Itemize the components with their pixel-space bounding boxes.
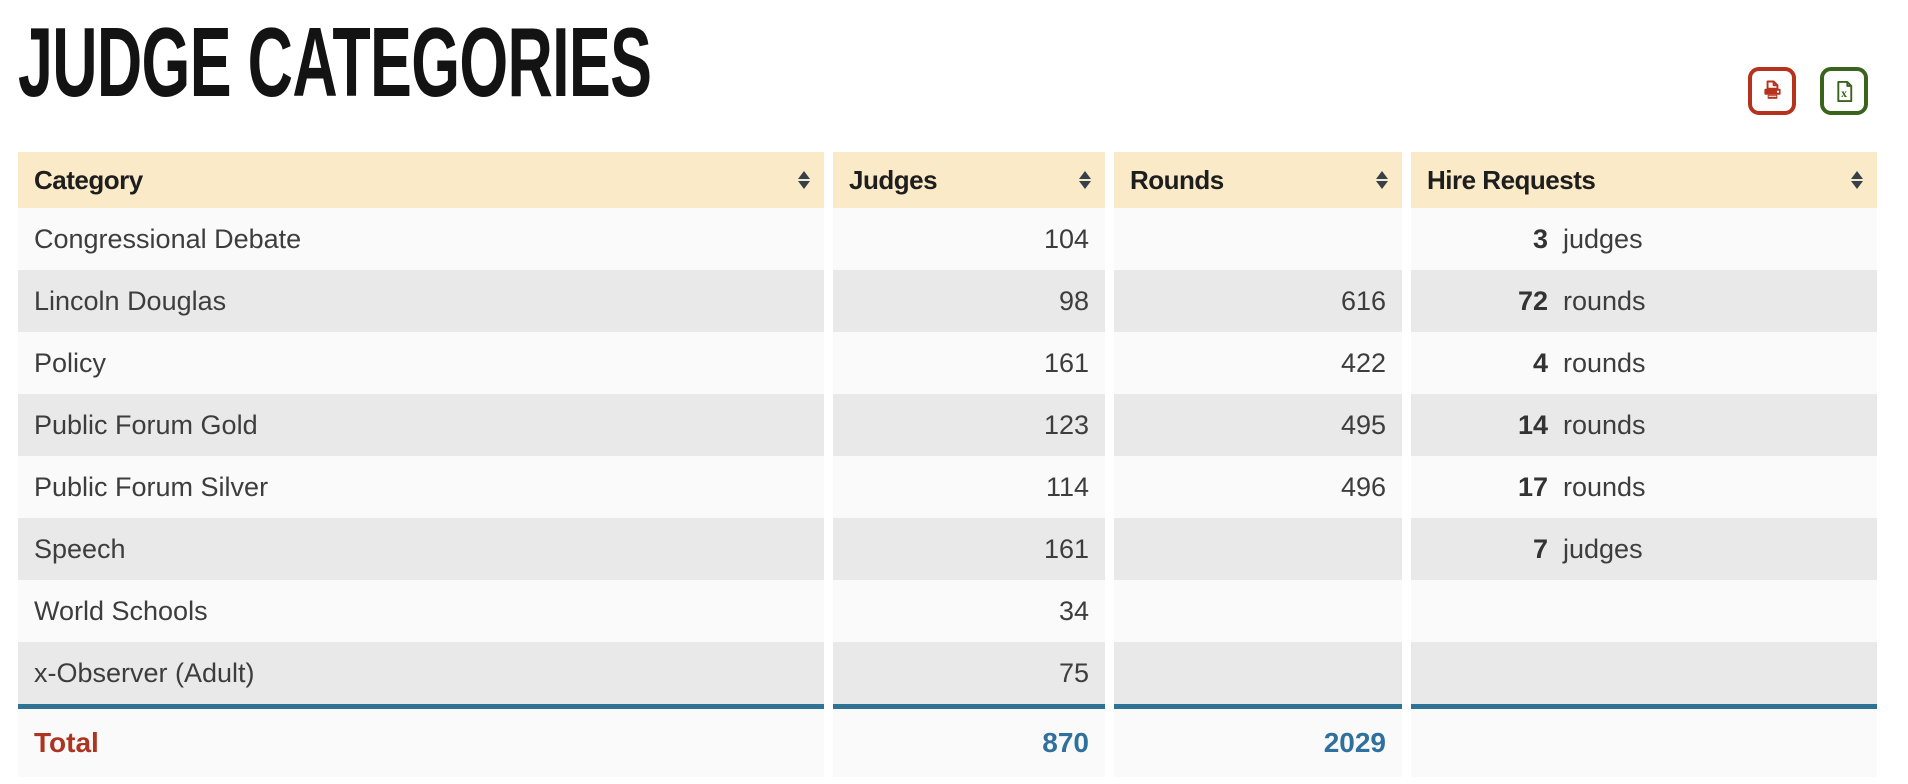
- print-button[interactable]: [1748, 67, 1796, 115]
- table-row: Lincoln Douglas 98 616 72 rounds: [18, 270, 1877, 332]
- sort-icon: [1851, 171, 1863, 189]
- header-label: Judges: [849, 164, 938, 195]
- rounds-cell: [1114, 208, 1402, 270]
- hire-requests-cell: 7 judges: [1411, 518, 1877, 580]
- toolbar: x: [1748, 67, 1868, 115]
- sort-icon: [1376, 171, 1388, 189]
- hire-count: 72: [1517, 285, 1548, 316]
- hire-requests-cell: 4 rounds: [1411, 332, 1877, 394]
- category-cell: Policy: [18, 332, 824, 394]
- judges-cell: 161: [833, 518, 1105, 580]
- rounds-cell: 496: [1114, 456, 1402, 518]
- column-header-hire-requests[interactable]: Hire Requests: [1411, 152, 1877, 208]
- total-row: Total 870 2029: [18, 704, 1877, 777]
- category-cell: x-Observer (Adult): [18, 642, 824, 704]
- excel-export-button[interactable]: x: [1820, 67, 1868, 115]
- total-judges: 870: [833, 704, 1105, 777]
- hire-requests-cell: 3 judges: [1411, 208, 1877, 270]
- category-cell: Public Forum Gold: [18, 394, 824, 456]
- header-label: Hire Requests: [1427, 164, 1596, 195]
- rounds-cell: 422: [1114, 332, 1402, 394]
- total-label: Total: [18, 704, 824, 777]
- rounds-cell: [1114, 580, 1402, 642]
- hire-requests-cell: 17 rounds: [1411, 456, 1877, 518]
- judge-categories-page: JUDGE CATEGORIES x: [0, 7, 1908, 784]
- page-title: JUDGE CATEGORIES: [18, 7, 652, 117]
- rounds-cell: [1114, 518, 1402, 580]
- category-cell: Speech: [18, 518, 824, 580]
- svg-text:x: x: [1841, 85, 1847, 99]
- hire-requests-cell: [1411, 642, 1877, 704]
- hire-count: 3: [1532, 223, 1548, 254]
- header-label: Category: [34, 164, 143, 195]
- rounds-cell: [1114, 642, 1402, 704]
- header-row: Category Judges Rounds: [18, 152, 1877, 208]
- category-cell: Congressional Debate: [18, 208, 824, 270]
- judges-cell: 75: [833, 642, 1105, 704]
- print-icon: [1759, 78, 1786, 105]
- column-header-category[interactable]: Category: [18, 152, 824, 208]
- hire-unit: rounds: [1563, 347, 1646, 378]
- hire-unit: judges: [1563, 533, 1643, 564]
- hire-requests-cell: [1411, 580, 1877, 642]
- total-hire-requests: [1411, 704, 1877, 777]
- column-header-rounds[interactable]: Rounds: [1114, 152, 1402, 208]
- column-header-judges[interactable]: Judges: [833, 152, 1105, 208]
- hire-requests-cell: 72 rounds: [1411, 270, 1877, 332]
- category-cell: World Schools: [18, 580, 824, 642]
- judges-cell: 104: [833, 208, 1105, 270]
- hire-count: 7: [1532, 533, 1548, 564]
- header-label: Rounds: [1130, 164, 1224, 195]
- hire-requests-cell: 14 rounds: [1411, 394, 1877, 456]
- hire-count: 17: [1517, 471, 1548, 502]
- table-row: World Schools 34: [18, 580, 1877, 642]
- rounds-cell: 495: [1114, 394, 1402, 456]
- total-rounds: 2029: [1114, 704, 1402, 777]
- table-row: x-Observer (Adult) 75: [18, 642, 1877, 704]
- hire-unit: rounds: [1563, 471, 1646, 502]
- table-row: Public Forum Silver 114 496 17 rounds: [18, 456, 1877, 518]
- judges-cell: 114: [833, 456, 1105, 518]
- rounds-cell: 616: [1114, 270, 1402, 332]
- sort-icon: [1079, 171, 1091, 189]
- table-row: Policy 161 422 4 rounds: [18, 332, 1877, 394]
- judges-cell: 98: [833, 270, 1105, 332]
- hire-unit: rounds: [1563, 285, 1646, 316]
- hire-unit: judges: [1563, 223, 1643, 254]
- excel-icon: x: [1831, 78, 1858, 105]
- hire-count: 4: [1532, 347, 1548, 378]
- category-cell: Public Forum Silver: [18, 456, 824, 518]
- judges-cell: 161: [833, 332, 1105, 394]
- table-row: Congressional Debate 104 3 judges: [18, 208, 1877, 270]
- hire-unit: rounds: [1563, 409, 1646, 440]
- judges-cell: 123: [833, 394, 1105, 456]
- judge-categories-table: Category Judges Rounds: [9, 152, 1886, 777]
- table-row: Public Forum Gold 123 495 14 rounds: [18, 394, 1877, 456]
- sort-icon: [798, 171, 810, 189]
- judges-cell: 34: [833, 580, 1105, 642]
- hire-count: 14: [1517, 409, 1548, 440]
- category-cell: Lincoln Douglas: [18, 270, 824, 332]
- table-row: Speech 161 7 judges: [18, 518, 1877, 580]
